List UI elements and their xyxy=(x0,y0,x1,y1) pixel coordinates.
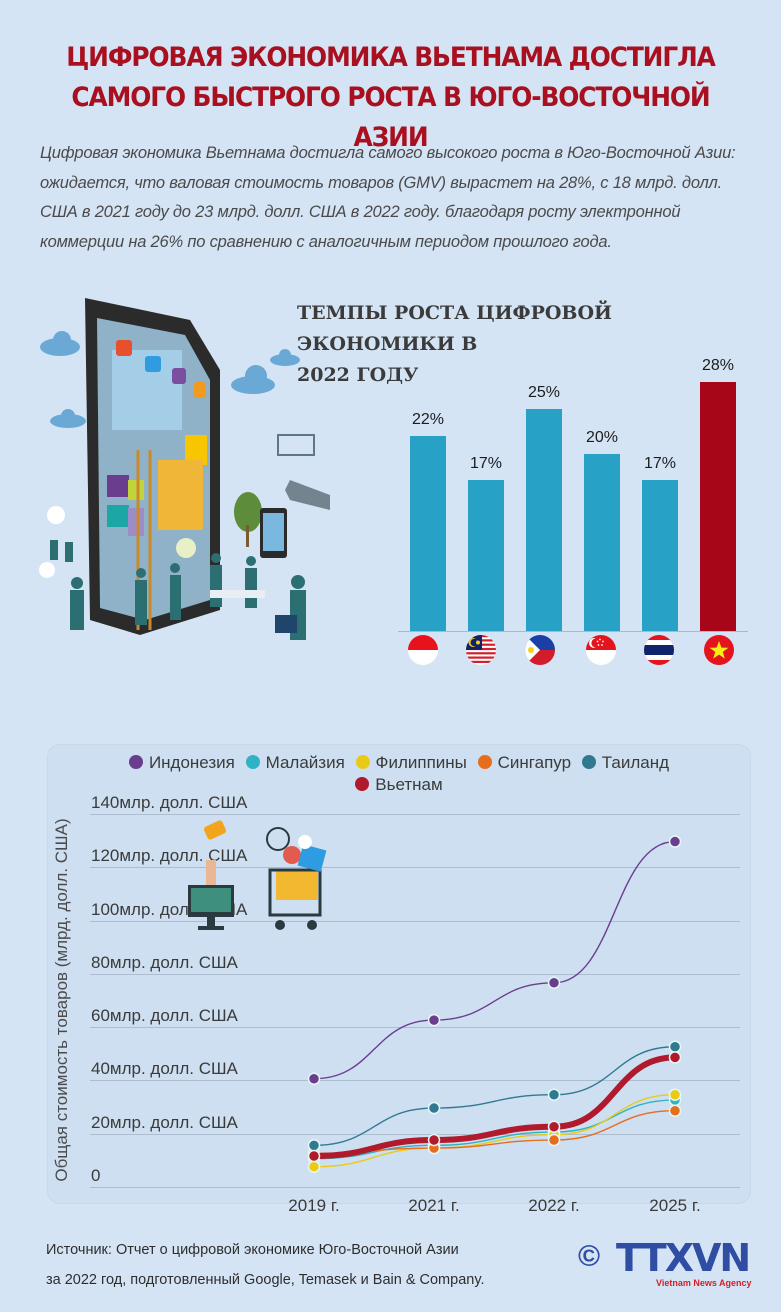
bar-chart-baseline xyxy=(398,631,748,632)
logo-subtitle: Vietnam News Agency xyxy=(656,1278,752,1288)
y-tick-label: 0 xyxy=(91,1166,101,1185)
legend-item-malaysia[interactable]: Малайзия xyxy=(245,752,345,774)
bar-value-label: 17% xyxy=(469,455,503,473)
bar-2 xyxy=(468,480,504,632)
flag-singapore-icon xyxy=(586,635,616,665)
x-axis-label: 2021 г. xyxy=(408,1196,460,1215)
lead-line: Цифровая экономика Вьетнама достигла сам… xyxy=(40,144,736,162)
legend-dot-icon xyxy=(355,755,370,769)
source-note: Источник: Отчет о цифровой экономике Юго… xyxy=(46,1235,485,1295)
page-title-line2: САМОГО БЫСТРОГО РОСТА В ЮГО-ВОСТОЧНОЙ АЗ… xyxy=(71,82,710,153)
lead-paragraph: Цифровая экономика Вьетнама достигла сам… xyxy=(40,139,760,257)
bar-value-label: 20% xyxy=(585,428,619,446)
gridline xyxy=(90,1027,740,1029)
legend-item-singapore[interactable]: Сингапур xyxy=(477,752,572,774)
legend-label: Филиппины xyxy=(375,753,467,772)
legend-dot-icon xyxy=(477,755,492,769)
bar-chart: 22% 17% 25% 20% 17% 28% xyxy=(398,357,748,632)
source-line: за 2022 год, подготовленный Google, Tema… xyxy=(46,1272,485,1288)
x-axis-label: 2025 г. xyxy=(649,1196,701,1215)
x-axis-label: 2019 г. xyxy=(288,1196,340,1215)
data-point[interactable] xyxy=(668,1088,682,1101)
line-series xyxy=(313,1094,676,1168)
tablet-people-illustration-icon xyxy=(20,290,340,690)
data-point[interactable] xyxy=(668,1104,682,1117)
legend-item-philippines[interactable]: Филиппины xyxy=(355,752,467,774)
data-point[interactable] xyxy=(547,976,561,990)
data-point[interactable] xyxy=(547,1088,561,1101)
gridline xyxy=(90,973,740,975)
lead-line: США в 2021 году до 23 млрд. долл. США в … xyxy=(40,203,681,221)
line-series xyxy=(313,840,676,1080)
gridline xyxy=(90,1080,740,1082)
legend-item-vietnam[interactable]: Вьетнам xyxy=(355,774,443,796)
page-title-line1: ЦИФРОВАЯ ЭКОНОМИКА ВЬЕТНАМА ДОСТИГЛА xyxy=(66,42,716,73)
data-point[interactable] xyxy=(307,1139,321,1152)
legend-dot-icon xyxy=(581,755,596,769)
gridline xyxy=(90,920,740,922)
flag-thailand-icon xyxy=(644,635,674,665)
data-point[interactable] xyxy=(427,1133,441,1147)
ecommerce-cart-illustration-icon xyxy=(188,820,327,930)
lead-line: ожидается, что валовая стоимость товаров… xyxy=(40,173,723,192)
source-line: Источник: Отчет о цифровой экономике Юго… xyxy=(46,1242,459,1258)
bar-chart-title-line1: ТЕМПЫ РОСТА ЦИФРОВОЙ ЭКОНОМИКИ В xyxy=(297,302,612,355)
data-point[interactable] xyxy=(668,1040,682,1054)
bar-value-label: 28% xyxy=(701,357,735,375)
y-tick-label: 40млр. долл. США xyxy=(91,1059,238,1079)
bar-6 xyxy=(700,382,736,632)
data-point[interactable] xyxy=(668,1051,682,1064)
gridline xyxy=(90,1133,740,1135)
flag-indonesia-icon xyxy=(408,635,438,665)
bar-5 xyxy=(642,480,678,632)
legend-item-thailand[interactable]: Таиланд xyxy=(581,752,670,774)
legend-label: Вьетнам xyxy=(375,775,443,794)
gridline xyxy=(90,867,740,869)
bar-value-label: 22% xyxy=(411,410,445,428)
flag-philippines-icon xyxy=(525,635,555,665)
line-chart-legend: Индонезия Малайзия Филиппины Сингапур Та… xyxy=(48,752,750,796)
y-tick-label: 80млр. долл. США xyxy=(91,952,238,972)
y-tick-label: 20млр. долл. США xyxy=(91,1112,238,1132)
data-point[interactable] xyxy=(547,1120,561,1133)
bar-chart-title-line2: 2022 ГОДУ xyxy=(297,364,419,386)
legend-label: Сингапур xyxy=(497,753,572,772)
lead-line: коммерции на 26% по сравнению с аналогич… xyxy=(40,232,612,251)
line-series xyxy=(313,1046,676,1147)
data-point[interactable] xyxy=(307,1072,321,1085)
data-point[interactable] xyxy=(427,1101,441,1115)
bar-1 xyxy=(410,435,446,632)
y-tick-label: 140млр. долл. США xyxy=(91,792,248,812)
legend-label: Таиланд xyxy=(601,753,670,772)
line-series xyxy=(313,1054,676,1160)
bar-value-label: 25% xyxy=(527,384,561,402)
page-title: ЦИФРОВАЯ ЭКОНОМИКА ВЬЕТНАМА ДОСТИГЛА САМ… xyxy=(31,38,750,158)
data-point[interactable] xyxy=(668,835,682,848)
data-point[interactable] xyxy=(547,1133,561,1147)
line-series xyxy=(313,1099,676,1160)
y-tick-label: 60млр. долл. США xyxy=(91,1006,238,1026)
legend-label: Индонезия xyxy=(148,753,235,772)
bar-chart-title: ТЕМПЫ РОСТА ЦИФРОВОЙ ЭКОНОМИКИ В 2022 ГО… xyxy=(297,298,757,391)
data-point[interactable] xyxy=(307,1160,321,1173)
data-point[interactable] xyxy=(307,1149,321,1163)
legend-label: Малайзия xyxy=(265,753,345,772)
bar-value-label: 17% xyxy=(643,455,677,473)
flag-vietnam-icon xyxy=(704,635,734,665)
flag-malaysia-icon xyxy=(466,635,496,665)
bar-4 xyxy=(584,453,620,632)
legend-dot-icon xyxy=(245,755,260,769)
ttxvn-logo: © TTXVN Vietnam News Agency xyxy=(578,1236,753,1290)
legend-item-indonesia[interactable]: Индонезия xyxy=(128,752,235,774)
legend-dot-icon xyxy=(128,755,143,769)
gridline xyxy=(90,813,740,815)
data-point[interactable] xyxy=(427,1013,441,1027)
bar-3 xyxy=(526,409,562,632)
logo-text: TTXVN xyxy=(616,1236,751,1280)
x-axis-label: 2022 г. xyxy=(528,1196,580,1215)
legend-dot-icon xyxy=(355,777,370,791)
copyright-icon: © xyxy=(578,1240,601,1273)
gridline xyxy=(90,1187,740,1188)
